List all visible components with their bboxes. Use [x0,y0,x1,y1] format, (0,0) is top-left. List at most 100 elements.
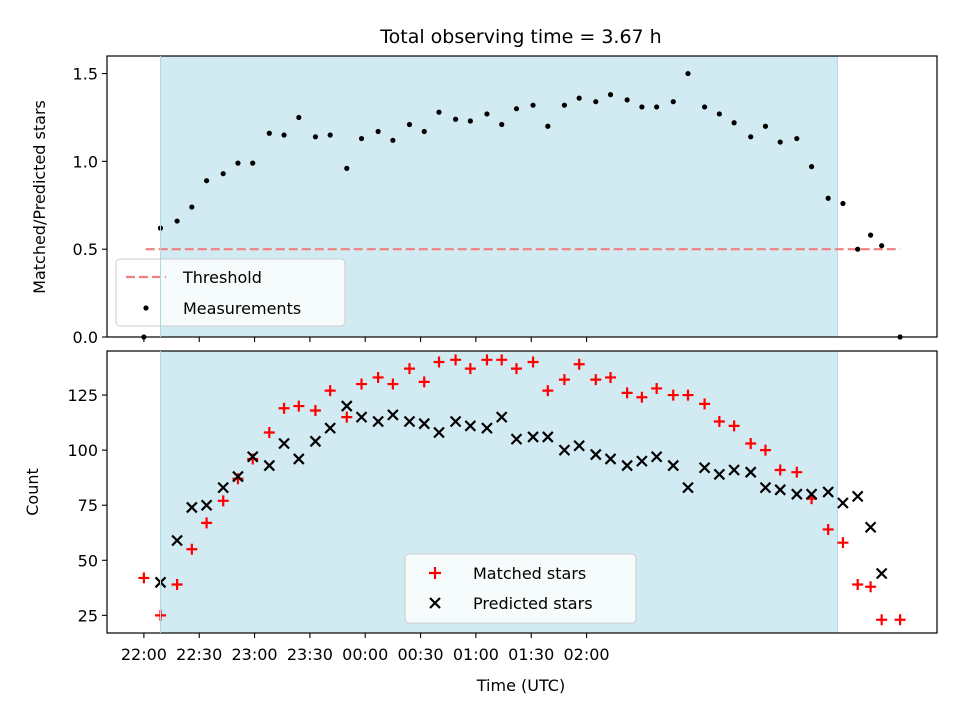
predicted-star-point [851,490,864,503]
measurement-point [204,178,210,184]
measurement-point [545,123,551,129]
matched-star-point [759,444,771,456]
x-tick-label: 23:00 [232,645,278,664]
predicted-star-point [573,439,585,452]
predicted-star-point [217,481,229,494]
predicted-star-point [604,453,617,465]
predicted-star-point [341,400,353,412]
measurement-point [220,171,226,177]
predicted-star-point [278,437,290,450]
predicted-star-point [355,411,368,423]
predicted-legend-swatch [429,597,441,609]
predicted-star-point [774,484,786,496]
predicted-star-point [495,411,508,423]
predicted-stars-points [154,400,888,589]
predicted-star-point [621,459,633,472]
x-tick-label: 00:30 [398,645,444,664]
measurement-point [189,204,195,210]
matched-star-point [542,385,554,397]
matched-star-point [217,495,229,507]
predicted-star-point [403,415,416,428]
x-tick-label: 22:00 [121,645,167,664]
predicted-star-point [791,488,803,500]
predicted-star-point [418,417,431,430]
predicted-star-point [837,497,849,509]
predicted-star-point [171,534,183,547]
matched-star-point [138,572,150,584]
x-tick-label: 01:00 [453,645,499,664]
measurement-point [499,121,505,128]
ratio-plot-frame [106,55,938,338]
ratio-x-ticks [143,337,588,342]
matched-star-point [590,374,602,386]
predicted-star-point [744,466,757,478]
matched-star-point [745,438,757,450]
predicted-star-point [232,470,244,483]
predicted-star-point [464,420,477,432]
measurement-point [235,160,241,166]
matched-star-point [876,614,888,626]
measurement-point [576,95,582,101]
x-tick-label: 00:00 [342,645,388,664]
matched-star-point [713,416,725,427]
y-tick-label: 50 [78,551,98,570]
predicted-star-point [433,426,445,439]
y-tick-label: 0.0 [73,328,98,347]
measurement-point [513,106,520,112]
measurement-point [467,118,473,124]
y-tick-label: 1.5 [73,65,98,84]
matched-legend-label: Matched stars [473,564,586,583]
measurement-point [702,104,708,110]
ratio-panel: 0.0 0.5 1.0 1.5 Matched/Predicted stars Thr… [30,55,938,347]
threshold-legend-label: Threshold [182,268,262,287]
measurement-point [390,137,396,143]
matched-star-point [558,374,570,386]
y-tick-label: 75 [78,496,98,515]
measurement-point [731,120,737,126]
matched-star-point [728,420,740,432]
matched-star-point [450,354,462,366]
predicted-star-point [590,448,602,461]
matched-star-point [621,387,633,399]
predicted-legend-label: Predicted stars [473,594,593,613]
measurement-point [561,102,568,108]
measurement-point [174,218,180,224]
count-panel: 25 50 75 100 125 22:00 22:30 23:00 23:30 00:00 00… [23,350,938,695]
measurement-point [250,160,256,166]
matched-star-point [433,356,445,368]
measurement-point [685,70,691,77]
x-tick-label: 22:30 [176,645,222,664]
matched-star-point [791,466,803,478]
predicted-star-point [682,481,694,494]
predicted-star-point [293,453,305,465]
measurement-point [840,200,846,207]
y-tick-label: 100 [67,441,98,460]
predicted-star-point [636,455,648,467]
matched-stars-points [138,354,906,626]
measurement-point [312,134,319,140]
ratio-y-ticks: 0.0 0.5 1.0 1.5 [73,65,107,347]
predicted-star-point [387,409,399,421]
y-tick-label: 0.5 [73,240,98,259]
measurement-point [296,114,302,121]
matched-star-point [356,378,368,390]
measurement-point [281,132,287,138]
measurement-point [879,243,885,249]
matched-star-point [510,363,522,375]
measurement-point [639,104,645,110]
measurement-point [530,102,536,108]
measurement-point [484,111,490,117]
predicted-star-point [200,499,213,511]
matched-star-point [682,389,694,401]
matched-star-point [605,371,617,383]
measurement-point [327,132,333,138]
measurement-point [825,195,831,201]
predicted-star-point [324,422,336,434]
measurement-point [855,246,861,252]
predicted-star-point [372,415,384,428]
predicted-star-point [698,461,711,474]
measurement-point [593,99,599,105]
matched-star-point [699,398,711,410]
matched-star-point [278,402,290,414]
